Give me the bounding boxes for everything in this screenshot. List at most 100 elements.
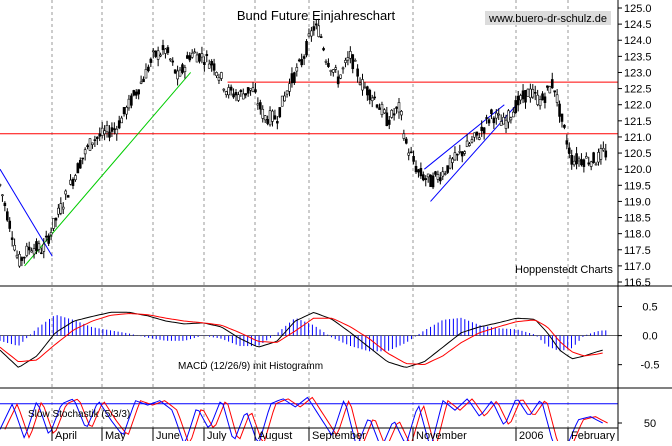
candle-body (538, 99, 542, 107)
macd-tick-label: -0.5 (641, 360, 660, 372)
candle-body (23, 256, 26, 259)
candle-body (149, 58, 153, 63)
candle-body (546, 85, 549, 88)
candle-body (414, 165, 418, 173)
candle-body (516, 95, 520, 106)
candle-body (127, 98, 131, 109)
candle-body (244, 93, 248, 96)
candle-body (324, 60, 328, 63)
candle-body (341, 67, 345, 70)
candle-body (322, 48, 325, 51)
candle-body (83, 149, 87, 155)
candle-body (276, 121, 279, 124)
candle-body (18, 253, 21, 267)
candle-body (577, 158, 581, 162)
candle-body (567, 147, 571, 154)
price-tick-label: 117.0 (624, 261, 651, 273)
candle-body (404, 138, 408, 144)
candle-body (103, 130, 106, 135)
candle-body (560, 113, 564, 122)
candle-body (417, 169, 420, 173)
candle-body (190, 52, 194, 58)
candle-body (541, 93, 544, 101)
candle-body (305, 41, 308, 56)
candle-body (49, 232, 53, 236)
candle-body (453, 152, 457, 161)
candle-body (30, 250, 33, 253)
candle-body (88, 138, 92, 151)
candle-body (512, 111, 515, 118)
candle-body (300, 59, 303, 66)
candle-body (154, 50, 158, 57)
candle-body (254, 89, 257, 93)
candle-body (71, 178, 75, 186)
candle-body (271, 110, 274, 122)
candle-body (458, 151, 462, 153)
candle-body (203, 61, 206, 65)
candle-body (96, 136, 99, 139)
candle-body (436, 174, 440, 180)
candle-body (509, 117, 513, 121)
candle-body (164, 48, 167, 54)
candle-body (266, 119, 269, 124)
month-label: April (55, 430, 77, 441)
candle-body (1, 194, 4, 197)
candle-body (526, 88, 530, 97)
month-label: June (156, 430, 180, 441)
candle-body (521, 90, 525, 100)
candle-body (575, 153, 578, 165)
candle-body (285, 90, 289, 95)
candle-body (81, 157, 85, 160)
candle-body (441, 171, 445, 177)
candle-body (363, 86, 367, 89)
candle-body (402, 133, 406, 139)
candle-body (57, 207, 60, 215)
candle-body (490, 109, 493, 115)
candle-body (151, 50, 155, 53)
macd-panel (0, 311, 618, 368)
price-tick-label: 120.5 (624, 148, 652, 160)
candle-body (159, 54, 162, 57)
candle-body (293, 72, 296, 83)
candle-body (268, 110, 272, 126)
candle-body (422, 174, 425, 181)
candle-body (195, 54, 199, 63)
watermark: www.buero-dr-schulz.de (488, 13, 607, 25)
candle-body (597, 152, 600, 163)
candle-body (329, 69, 333, 72)
candle-body (531, 89, 535, 98)
candle-body (473, 132, 476, 138)
chart-credit: Hoppenstedt Charts (515, 264, 613, 276)
candle-body (125, 106, 128, 115)
price-tick-label: 123.0 (624, 67, 652, 79)
candle-body (585, 156, 588, 159)
candle-body (604, 150, 608, 158)
candle-body (40, 252, 43, 255)
candle-body (570, 155, 574, 165)
candle-body (412, 156, 415, 162)
candle-body (385, 112, 389, 127)
candle-body (482, 127, 486, 134)
candle-body (188, 55, 192, 61)
candle-body (193, 51, 196, 54)
candle-body (130, 95, 133, 106)
candle-body (205, 54, 209, 57)
candle-body (470, 139, 474, 143)
candle-body (288, 83, 291, 92)
candle-body (358, 82, 362, 85)
candle-body (69, 179, 72, 185)
candle-body (375, 104, 379, 108)
candle-body (246, 87, 250, 94)
candle-body (297, 59, 301, 62)
candle-body (502, 116, 505, 125)
candle-body (563, 124, 566, 128)
candle-body (426, 173, 430, 178)
candle-body (507, 110, 510, 123)
candle-body (327, 62, 330, 67)
candle-body (259, 102, 262, 110)
month-label: February (571, 430, 616, 441)
month-label: July (207, 430, 227, 441)
candle-body (480, 126, 484, 131)
price-tick-label: 121.5 (624, 116, 652, 128)
